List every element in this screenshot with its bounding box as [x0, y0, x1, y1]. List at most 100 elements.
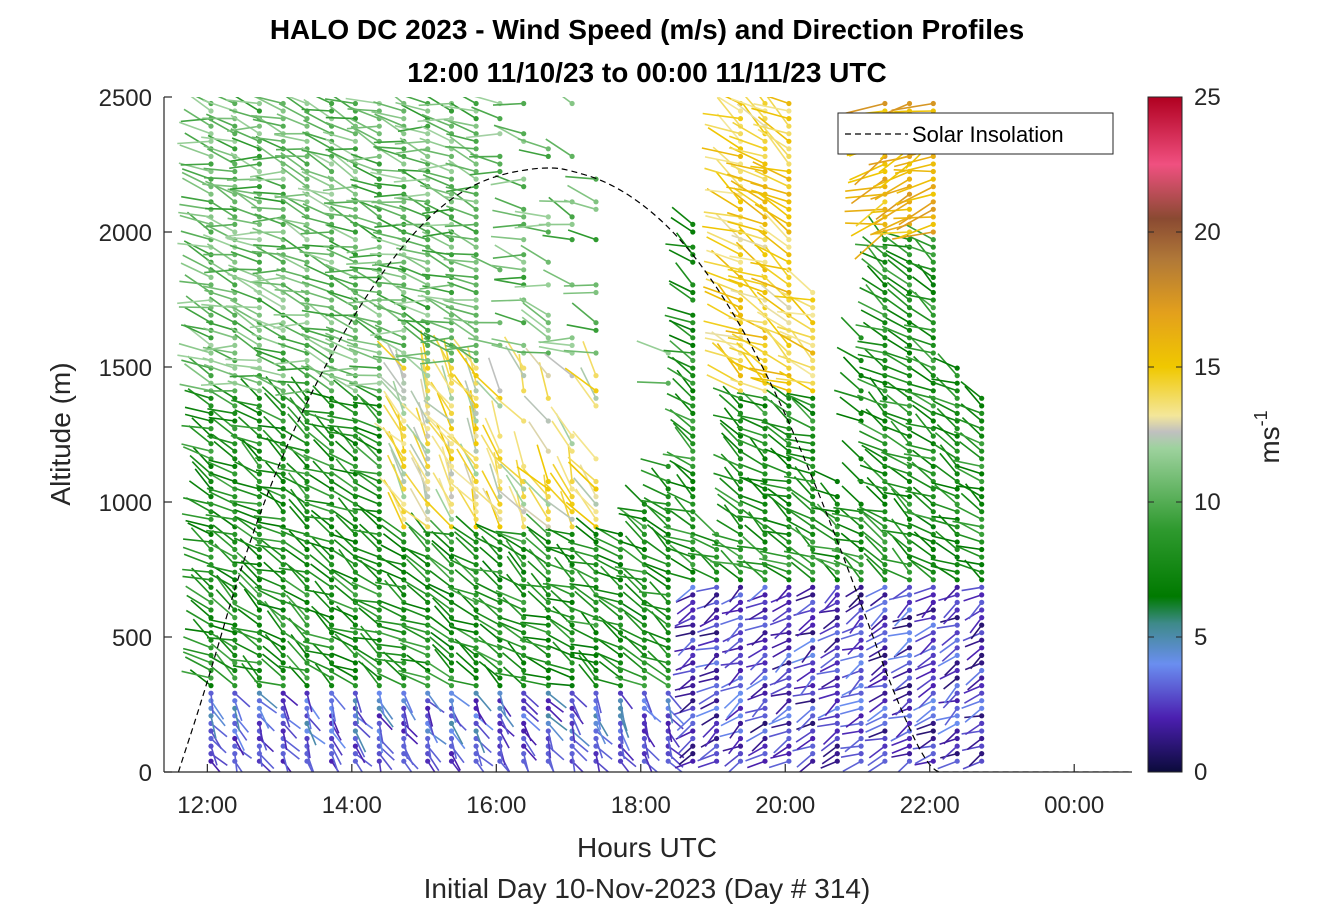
wind-barb-shaft: [258, 692, 278, 709]
wind-barb-point: [714, 751, 720, 757]
wind-barb-shaft: [399, 265, 429, 279]
wind-barb-shaft: [236, 551, 260, 573]
wind-barb-shaft: [520, 654, 549, 664]
wind-barb-point: [473, 342, 479, 348]
wind-barb-point: [232, 123, 238, 129]
wind-barbs: [177, 97, 985, 772]
wind-barb-shaft: [757, 261, 790, 286]
wind-barb-shaft: [850, 178, 886, 205]
wind-barb-shaft: [886, 281, 910, 301]
wind-barb-shaft: [210, 737, 227, 754]
wind-barb-shaft: [739, 399, 766, 407]
wind-barb-shaft: [350, 296, 380, 316]
wind-barb-point: [448, 524, 455, 530]
wind-barb-shaft: [287, 97, 308, 105]
wind-barb-point: [930, 667, 936, 674]
wind-barb-shaft: [840, 654, 862, 662]
wind-barb-point: [762, 221, 768, 227]
wind-barb-point: [304, 312, 310, 318]
wind-barb-shaft: [236, 628, 260, 649]
wind-barb-point: [401, 562, 407, 568]
wind-barb-shaft: [243, 588, 261, 611]
wind-barb-point: [401, 478, 407, 485]
wind-barb-point: [425, 494, 431, 500]
wind-barb-point: [232, 705, 238, 711]
wind-barb-point: [569, 214, 575, 220]
wind-barb-shaft: [644, 607, 669, 626]
wind-barb-point: [617, 660, 624, 666]
wind-barb-point: [473, 289, 479, 296]
wind-barb-point: [425, 630, 431, 636]
wind-barb-shaft: [701, 715, 718, 726]
wind-barb-shaft: [749, 367, 790, 377]
wind-barb-point: [425, 562, 431, 568]
wind-barb-shaft: [595, 693, 602, 714]
wind-barb-shaft: [448, 318, 477, 339]
wind-barb-point: [425, 237, 431, 243]
wind-barb-shaft: [754, 244, 790, 263]
wind-barb-shaft: [869, 669, 886, 683]
wind-barb-shaft: [455, 536, 477, 558]
wind-barb-shaft: [424, 499, 453, 528]
wind-barb-point: [208, 335, 214, 341]
wind-barb-point: [641, 531, 648, 538]
wind-barb-shaft: [375, 581, 404, 589]
wind-barb-shaft: [418, 102, 452, 107]
wind-barb-shaft: [178, 121, 212, 135]
wind-barb-point: [545, 229, 551, 235]
wind-barb-shaft: [306, 541, 332, 551]
wind-barb-point: [834, 622, 840, 628]
wind-barb-shaft: [386, 573, 405, 596]
wind-barb-shaft: [729, 722, 742, 739]
wind-barb-shaft: [751, 107, 790, 120]
wind-barb-point: [448, 357, 455, 364]
wind-barb-shaft: [383, 404, 405, 437]
wind-barb-shaft: [739, 494, 766, 505]
wind-barb-point: [448, 441, 455, 447]
wind-barb-shaft: [937, 722, 958, 735]
wind-barb-point: [401, 426, 407, 432]
wind-barb-shaft: [420, 125, 452, 143]
wind-barb-point: [714, 599, 720, 606]
wind-barb-point: [329, 282, 335, 288]
wind-barb-point: [448, 562, 455, 568]
wind-barb-shaft: [750, 261, 790, 271]
wind-barb-shaft: [378, 693, 385, 715]
wind-barb-shaft: [855, 201, 886, 227]
wind-barb-point: [810, 660, 816, 666]
wind-barb-shaft: [183, 108, 212, 127]
wind-barb-point: [737, 357, 744, 364]
wind-barb-shaft: [304, 589, 332, 596]
wind-barb-point: [232, 365, 238, 371]
wind-barb-point: [425, 471, 431, 477]
wind-barb-point: [425, 206, 431, 212]
wind-barb-shaft: [915, 631, 934, 643]
wind-barb-point: [593, 478, 599, 485]
wind-barb-shaft: [406, 547, 429, 566]
wind-barb-shaft: [374, 113, 405, 127]
wind-barb-shaft: [698, 692, 718, 705]
wind-barb-shaft: [617, 507, 645, 513]
wind-barb-shaft: [796, 624, 814, 637]
wind-barb-point: [401, 395, 407, 401]
wind-barb-shaft: [942, 745, 958, 760]
wind-barb-point: [930, 584, 936, 590]
wind-barb-point: [930, 244, 936, 250]
wind-barb-point: [906, 667, 913, 674]
wind-barb-shaft: [226, 178, 260, 181]
wind-barb-shaft: [497, 621, 525, 634]
wind-barb-shaft: [475, 730, 486, 754]
wind-barb-point: [473, 562, 479, 568]
wind-barb-shaft: [447, 374, 477, 399]
wind-barb-shaft: [426, 623, 452, 641]
wind-barb-shaft: [303, 347, 333, 369]
wind-barb-shaft: [256, 144, 284, 165]
wind-barb-shaft: [719, 730, 741, 738]
wind-barb-shaft: [427, 700, 445, 714]
wind-barb-shaft: [474, 97, 501, 105]
wind-barb-point: [232, 418, 238, 424]
wind-barb-shaft: [374, 630, 405, 641]
wind-barb-shaft: [912, 745, 934, 750]
wind-barb-shaft: [454, 568, 477, 588]
wind-barb-point: [954, 577, 960, 583]
